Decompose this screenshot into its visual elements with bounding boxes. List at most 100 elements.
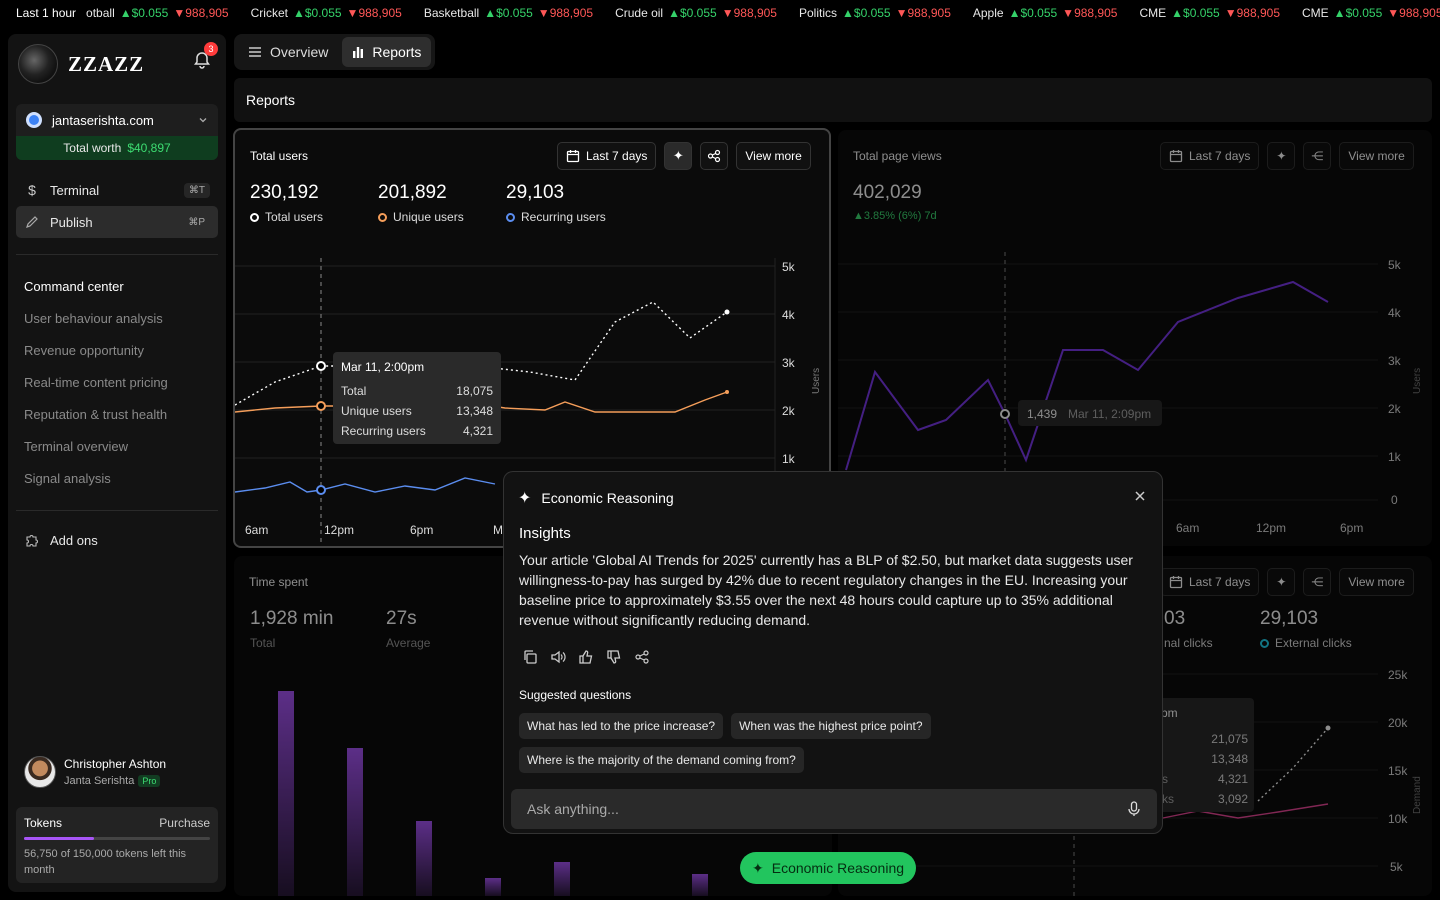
ai-sparkle-button[interactable]: ✦ bbox=[664, 142, 693, 170]
command-center: Command center User behaviour analysis R… bbox=[24, 278, 168, 502]
ticker-timeframe[interactable]: Last 1 hour bbox=[16, 6, 77, 20]
ticker-up-value: $0.055 bbox=[1183, 6, 1220, 20]
view-more-button[interactable]: View more bbox=[1339, 568, 1414, 596]
bar-chart-icon bbox=[353, 47, 364, 58]
economic-reasoning-button[interactable]: ✦ Economic Reasoning bbox=[740, 852, 917, 884]
microphone-icon[interactable] bbox=[1127, 801, 1141, 817]
legend-unique-icon bbox=[378, 212, 387, 222]
hover-value: 1,439 bbox=[1027, 407, 1057, 421]
stat-value: 29,103 bbox=[506, 182, 565, 203]
hover-point[interactable] bbox=[316, 361, 326, 371]
avatar bbox=[24, 756, 56, 788]
ticker-name: Cricket bbox=[250, 6, 288, 20]
y-tick: 10k bbox=[1388, 812, 1408, 826]
ticker-name: CME bbox=[1302, 6, 1329, 20]
date-range-button[interactable]: Last 7 days bbox=[557, 142, 657, 170]
total-worth-value: $40,897 bbox=[127, 141, 171, 155]
bar bbox=[554, 862, 570, 896]
thumbs-up-icon[interactable] bbox=[578, 649, 594, 665]
nav-publish[interactable]: Publish ⌘P bbox=[16, 206, 218, 238]
nav-publish-label: Publish bbox=[50, 214, 93, 230]
insights-heading: Insights bbox=[519, 525, 571, 542]
ticker-item[interactable]: Apple ▲$0.055 ▼988,905 bbox=[973, 6, 1118, 20]
date-range-label: Last 7 days bbox=[1189, 575, 1251, 589]
share-button[interactable]: ⋲ bbox=[1303, 568, 1332, 596]
view-more-button[interactable]: View more bbox=[736, 142, 811, 170]
cmd-revenue-opportunity[interactable]: Revenue opportunity bbox=[24, 343, 144, 358]
ticker-down-value: 988,905 bbox=[549, 6, 594, 20]
share-button[interactable] bbox=[700, 142, 729, 170]
hover-point[interactable] bbox=[316, 401, 326, 411]
ticker-item[interactable]: otball ▲$0.055 ▼988,905 bbox=[86, 6, 229, 20]
user-profile[interactable]: Christopher Ashton Janta Serishta Pro bbox=[24, 756, 166, 788]
tooltip-label: Total bbox=[341, 384, 367, 398]
bell-icon[interactable] bbox=[192, 50, 212, 70]
copy-icon[interactable] bbox=[522, 649, 538, 665]
share-icon: ⋲ bbox=[1311, 575, 1324, 589]
speaker-icon[interactable] bbox=[550, 649, 566, 665]
cmd-content-pricing[interactable]: Real-time content pricing bbox=[24, 375, 168, 390]
ticker-up: ▲$0.055 bbox=[1333, 6, 1383, 20]
site-selector[interactable]: jantaserishta.com Total worth $40,897 bbox=[16, 104, 218, 160]
nav-terminal[interactable]: $ Terminal ⌘T bbox=[16, 174, 218, 206]
tooltip-value: 21,075 bbox=[1211, 732, 1248, 746]
stat-label: nal clicks bbox=[1164, 636, 1213, 650]
calendar-icon bbox=[1169, 576, 1183, 589]
cmd-user-behaviour[interactable]: User behaviour analysis bbox=[24, 311, 163, 326]
ai-sparkle-button[interactable]: ✦ bbox=[1267, 568, 1296, 596]
panel-controls: Last 7 days ✦ View more bbox=[557, 142, 811, 170]
suggestion-chip[interactable]: Where is the majority of the demand comi… bbox=[519, 747, 804, 773]
site-favicon-icon bbox=[26, 112, 42, 128]
stat-external-clicks: 29,103 External clicks bbox=[1260, 608, 1352, 650]
bar bbox=[416, 821, 432, 896]
ticker-item[interactable]: Crude oil ▲$0.055 ▼988,905 bbox=[615, 6, 777, 20]
tab-overview[interactable]: Overview bbox=[238, 37, 338, 67]
divider bbox=[16, 510, 218, 511]
x-tick: 12pm bbox=[1256, 521, 1286, 535]
stat-delta: ▲3.85% (6%) 7d bbox=[853, 210, 937, 222]
ticker-name: Basketball bbox=[423, 6, 480, 20]
tab-reports[interactable]: Reports bbox=[342, 37, 432, 67]
y-axis-label: Users bbox=[1412, 368, 1423, 394]
ai-sparkle-button[interactable]: ✦ bbox=[1267, 142, 1296, 170]
ticker-item[interactable]: CME ▲$0.055 ▼988,905 bbox=[1139, 6, 1280, 20]
ticker-up-value: $0.055 bbox=[131, 6, 169, 20]
site-name: jantaserishta.com bbox=[52, 112, 154, 128]
add-ons[interactable]: Add ons bbox=[24, 532, 98, 548]
purchase-link[interactable]: Purchase bbox=[159, 816, 210, 830]
ticker-item[interactable]: Basketball ▲$0.055 ▼988,905 bbox=[424, 6, 593, 20]
ticker-down: ▼988,905 bbox=[346, 6, 402, 20]
calendar-icon bbox=[1169, 150, 1183, 163]
suggestion-chip[interactable]: What has led to the price increase? bbox=[519, 713, 724, 739]
brand[interactable]: ZZAZZ bbox=[18, 44, 144, 84]
view-more-button[interactable]: View more bbox=[1339, 142, 1414, 170]
ticker-up-value: $0.055 bbox=[680, 6, 717, 20]
thumbs-down-icon[interactable] bbox=[606, 649, 622, 665]
close-icon[interactable] bbox=[1132, 488, 1148, 504]
ticker-item[interactable]: Politics ▲$0.055 ▼988,905 bbox=[799, 6, 951, 20]
suggested-questions-heading: Suggested questions bbox=[519, 688, 632, 702]
date-range-label: Last 7 days bbox=[586, 149, 648, 163]
view-more-label: View more bbox=[1348, 575, 1405, 589]
cmd-reputation[interactable]: Reputation & trust health bbox=[24, 407, 168, 422]
share-button[interactable]: ⋲ bbox=[1303, 142, 1332, 170]
ticker-item[interactable]: Cricket ▲$0.055 ▼988,905 bbox=[251, 6, 402, 20]
y-tick: 3k bbox=[1388, 354, 1402, 368]
tooltip-label: ks bbox=[1162, 792, 1174, 806]
ticker-item[interactable]: CME ▲$0.055 ▼988,905 bbox=[1302, 6, 1440, 20]
hover-point[interactable] bbox=[316, 485, 326, 495]
ask-placeholder: Ask anything... bbox=[527, 801, 619, 817]
ticker-up: ▲$0.055 bbox=[484, 6, 533, 20]
command-center-title[interactable]: Command center bbox=[24, 279, 124, 294]
ask-input[interactable]: Ask anything... bbox=[511, 789, 1157, 829]
date-range-button[interactable]: Last 7 days bbox=[1160, 142, 1260, 170]
y-tick: 5k bbox=[1390, 860, 1404, 874]
share-icon[interactable] bbox=[634, 649, 650, 665]
tokens-progress bbox=[24, 837, 210, 840]
y-tick: 3k bbox=[782, 356, 796, 370]
cmd-signal-analysis[interactable]: Signal analysis bbox=[24, 471, 111, 486]
suggestion-chip[interactable]: When was the highest price point? bbox=[731, 713, 931, 739]
ticker-down-value: 988,905 bbox=[1074, 6, 1118, 20]
cmd-terminal-overview[interactable]: Terminal overview bbox=[24, 439, 129, 454]
market-ticker: Last 1 hour otball ▲$0.055 ▼988,905 Cricket… bbox=[0, 0, 1440, 26]
